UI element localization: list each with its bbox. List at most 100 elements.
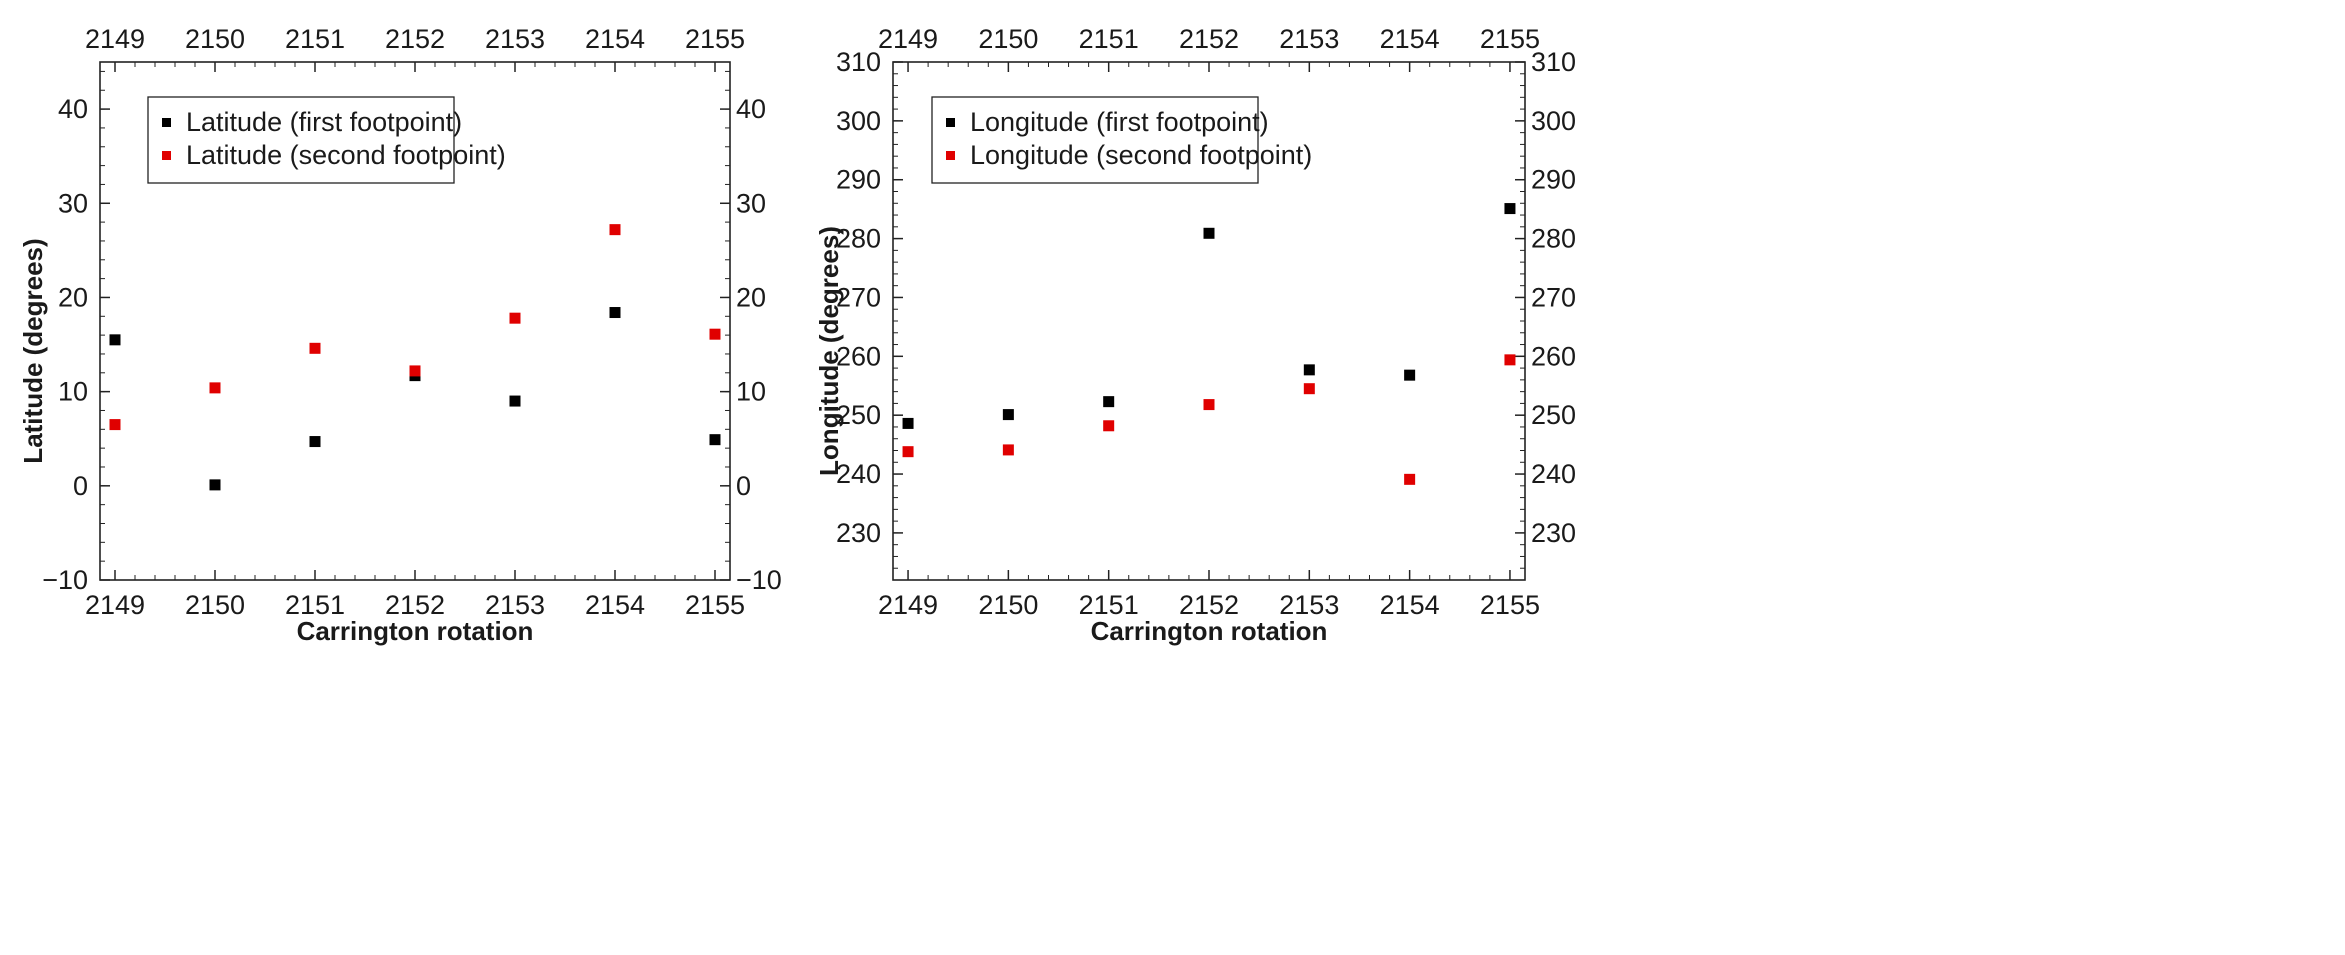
x-tick-label-top: 2153 bbox=[1279, 24, 1339, 54]
y-tick-label-right: 310 bbox=[1531, 47, 1576, 77]
y-tick-label-left: 40 bbox=[58, 94, 88, 124]
series-second-footpoint-point bbox=[409, 365, 421, 377]
y-tick-label-right: 240 bbox=[1531, 459, 1576, 489]
x-tick-label-top: 2151 bbox=[285, 24, 345, 54]
x-tick-label-bottom: 2155 bbox=[1480, 590, 1540, 620]
series-second-footpoint-point bbox=[509, 312, 521, 324]
legend-label: Latitude (first footpoint) bbox=[186, 107, 462, 137]
series-first-footpoint-point bbox=[1504, 203, 1516, 215]
x-tick-label-bottom: 2154 bbox=[585, 590, 645, 620]
legend-box bbox=[147, 96, 455, 184]
x-tick-label-top: 2155 bbox=[685, 24, 745, 54]
legend-marker bbox=[162, 151, 171, 160]
y-tick-label-right: 300 bbox=[1531, 106, 1576, 136]
y-tick-label-right: 250 bbox=[1531, 400, 1576, 430]
y-axis-label: Longitude (degrees) bbox=[814, 226, 844, 476]
y-tick-label-right: 10 bbox=[736, 377, 766, 407]
y-tick-label-left: 250 bbox=[836, 400, 881, 430]
latitude-chart: 2149 2149 2150 2150 2151 2151 2152 2152 2153 2153… bbox=[18, 24, 782, 646]
legend-marker bbox=[946, 118, 955, 127]
y-tick-label-left: 0 bbox=[73, 471, 88, 501]
series-second-footpoint-point bbox=[902, 446, 914, 458]
series-second-footpoint-point bbox=[309, 342, 321, 354]
series-first-footpoint-point bbox=[109, 334, 121, 346]
series-first-footpoint-point bbox=[1103, 396, 1115, 408]
series-first-footpoint-point bbox=[709, 434, 721, 446]
y-tick-label-left: 310 bbox=[836, 47, 881, 77]
series-second-footpoint-point bbox=[1404, 473, 1416, 485]
y-tick-label-left: −10 bbox=[42, 565, 88, 595]
x-tick-label-bottom: 2149 bbox=[85, 590, 145, 620]
y-tick-label-right: 270 bbox=[1531, 282, 1576, 312]
x-tick-label-top: 2150 bbox=[978, 24, 1038, 54]
x-tick-label-top: 2149 bbox=[85, 24, 145, 54]
y-tick-label-right: −10 bbox=[736, 565, 782, 595]
x-tick-label-bottom: 2152 bbox=[385, 590, 445, 620]
x-tick-label-bottom: 2150 bbox=[978, 590, 1038, 620]
y-tick-label-left: 300 bbox=[836, 106, 881, 136]
series-first-footpoint-point bbox=[1303, 364, 1315, 376]
y-tick-label-right: 30 bbox=[736, 188, 766, 218]
x-tick-label-top: 2154 bbox=[585, 24, 645, 54]
x-tick-label-bottom: 2150 bbox=[185, 590, 245, 620]
legend-marker bbox=[946, 151, 955, 160]
y-tick-label-right: 40 bbox=[736, 94, 766, 124]
x-tick-label-bottom: 2149 bbox=[878, 590, 938, 620]
x-tick-label-bottom: 2151 bbox=[1079, 590, 1139, 620]
x-tick-label-bottom: 2155 bbox=[685, 590, 745, 620]
y-tick-label-left: 10 bbox=[58, 377, 88, 407]
series-first-footpoint-point bbox=[1203, 227, 1215, 239]
x-axis-label: Carrington rotation bbox=[297, 616, 534, 646]
series-first-footpoint-point bbox=[509, 395, 521, 407]
longitude-chart: 2149 2149 2150 2150 2151 2151 2152 2152 2153 2153… bbox=[814, 24, 1576, 646]
x-tick-label-bottom: 2151 bbox=[285, 590, 345, 620]
y-tick-label-left: 230 bbox=[836, 518, 881, 548]
series-second-footpoint-point bbox=[1203, 399, 1215, 411]
x-tick-label-bottom: 2153 bbox=[485, 590, 545, 620]
series-second-footpoint-point bbox=[209, 382, 221, 394]
x-tick-label-top: 2150 bbox=[185, 24, 245, 54]
y-tick-label-left: 260 bbox=[836, 341, 881, 371]
series-second-footpoint-point bbox=[1303, 383, 1315, 395]
series-second-footpoint-point bbox=[109, 419, 121, 431]
y-tick-label-left: 20 bbox=[58, 282, 88, 312]
series-first-footpoint-point bbox=[902, 417, 914, 429]
x-tick-label-top: 2153 bbox=[485, 24, 545, 54]
x-tick-label-top: 2152 bbox=[385, 24, 445, 54]
series-first-footpoint-point bbox=[1002, 409, 1014, 421]
series-first-footpoint-point bbox=[309, 436, 321, 448]
series-second-footpoint-point bbox=[1103, 420, 1115, 432]
y-tick-label-left: 290 bbox=[836, 165, 881, 195]
y-axis-label: Latitude (degrees) bbox=[18, 238, 48, 463]
y-tick-label-left: 270 bbox=[836, 282, 881, 312]
legend-marker bbox=[162, 118, 171, 127]
x-tick-label-top: 2151 bbox=[1079, 24, 1139, 54]
y-tick-label-right: 230 bbox=[1531, 518, 1576, 548]
series-second-footpoint-point bbox=[1002, 444, 1014, 456]
series-second-footpoint-point bbox=[609, 224, 621, 236]
y-tick-label-left: 240 bbox=[836, 459, 881, 489]
series-second-footpoint-point bbox=[709, 328, 721, 340]
y-tick-label-right: 260 bbox=[1531, 341, 1576, 371]
series-first-footpoint-point bbox=[209, 479, 221, 491]
y-tick-label-left: 30 bbox=[58, 188, 88, 218]
x-tick-label-bottom: 2152 bbox=[1179, 590, 1239, 620]
x-tick-label-top: 2154 bbox=[1380, 24, 1440, 54]
x-axis-label: Carrington rotation bbox=[1091, 616, 1328, 646]
y-tick-label-left: 280 bbox=[836, 224, 881, 254]
series-first-footpoint-point bbox=[609, 307, 621, 319]
y-tick-label-right: 0 bbox=[736, 471, 751, 501]
x-tick-label-top: 2152 bbox=[1179, 24, 1239, 54]
legend-label: Longitude (first footpoint) bbox=[970, 107, 1269, 137]
series-second-footpoint-point bbox=[1504, 354, 1516, 366]
y-tick-label-right: 290 bbox=[1531, 165, 1576, 195]
x-tick-label-bottom: 2153 bbox=[1279, 590, 1339, 620]
x-tick-label-top: 2155 bbox=[1480, 24, 1540, 54]
y-tick-label-right: 280 bbox=[1531, 224, 1576, 254]
legend-label: Latitude (second footpoint) bbox=[186, 140, 506, 170]
series-first-footpoint-point bbox=[1404, 369, 1416, 381]
legend-box bbox=[931, 96, 1259, 184]
x-tick-label-top: 2149 bbox=[878, 24, 938, 54]
x-tick-label-bottom: 2154 bbox=[1380, 590, 1440, 620]
